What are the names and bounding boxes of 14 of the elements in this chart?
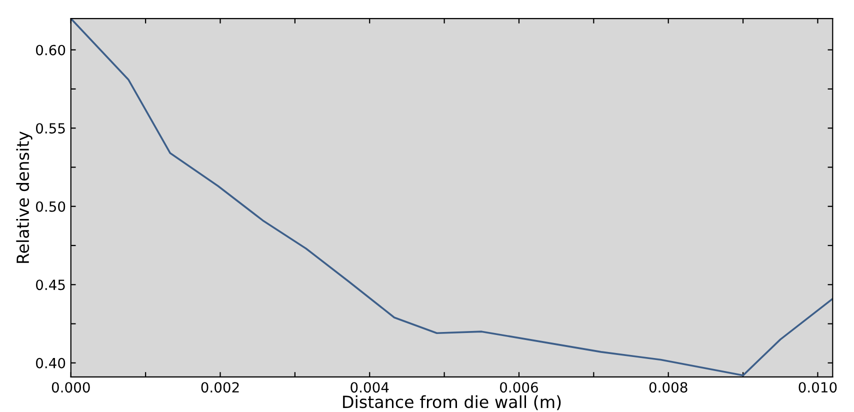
y-axis-title: Relative density (16, 131, 32, 263)
y-tick-label: 0.40 (36, 358, 66, 368)
x-tick-label: 0.004 (350, 382, 389, 393)
x-axis-title: Distance from die wall (m) (343, 395, 561, 410)
y-tick-label: 0.60 (36, 44, 66, 56)
x-tick-label: 0.000 (52, 382, 90, 393)
y-tick-label: 0.45 (36, 280, 65, 290)
x-tick-label: 0.006 (500, 382, 538, 393)
y-tick-label: 0.50 (36, 201, 66, 212)
line-series (70, 18, 833, 376)
x-tick-label: 0.008 (649, 382, 688, 393)
x-tick-label: 0.002 (201, 382, 239, 393)
x-tick-label: 0.010 (798, 382, 837, 393)
y-tick-label: 0.55 (36, 123, 65, 134)
